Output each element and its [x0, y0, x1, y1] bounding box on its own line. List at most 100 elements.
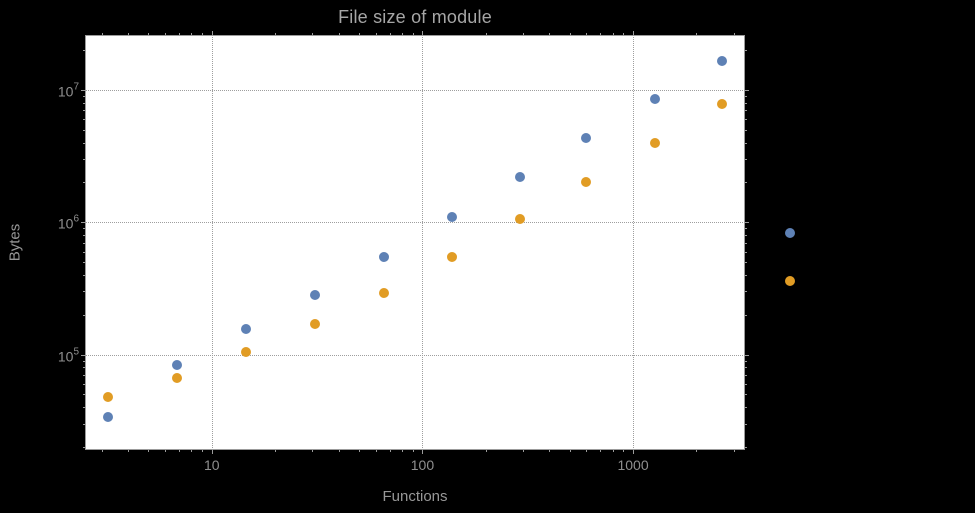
- y-tick-mark: [745, 447, 747, 449]
- chart-title: File size of module: [338, 7, 492, 27]
- y-tick-mark: [745, 142, 747, 144]
- x-tick-mark: [485, 33, 487, 35]
- x-tick-mark: [623, 450, 625, 452]
- x-tick-mark: [275, 450, 277, 452]
- x-tick-mark: [275, 33, 277, 35]
- x-tick-mark: [586, 450, 588, 452]
- x-tick-mark: [412, 33, 414, 35]
- x-gridline: [633, 35, 635, 450]
- y-tick-mark: [83, 235, 85, 237]
- y-tick-mark: [83, 394, 85, 396]
- x-tick-mark: [375, 33, 377, 35]
- y-tick-mark: [81, 354, 85, 356]
- data-point-series-1: [240, 324, 251, 335]
- x-tick-mark: [101, 450, 103, 452]
- x-tick-mark: [402, 33, 404, 35]
- x-tick-mark: [569, 450, 571, 452]
- x-tick-mark: [733, 450, 735, 452]
- x-tick-mark: [412, 450, 414, 452]
- x-tick-mark: [148, 33, 150, 35]
- y-tick-mark: [745, 50, 747, 52]
- y-tick-mark: [83, 251, 85, 253]
- x-tick-mark: [179, 450, 181, 452]
- data-point-series-2: [514, 214, 525, 225]
- y-tick-mark: [745, 314, 747, 316]
- y-tick-mark: [745, 274, 747, 276]
- data-point-series-1: [717, 56, 728, 67]
- y-tick-mark: [745, 235, 747, 237]
- x-tick-mark: [375, 450, 377, 452]
- x-tick-mark: [402, 450, 404, 452]
- data-point-series-2: [102, 391, 113, 402]
- y-tick-mark: [83, 129, 85, 131]
- x-tick-mark: [633, 31, 635, 35]
- x-tick-mark: [202, 450, 204, 452]
- x-tick-mark: [623, 33, 625, 35]
- y-tick-mark: [81, 89, 85, 91]
- y-tick-mark: [83, 242, 85, 244]
- data-point-series-1: [171, 360, 182, 371]
- y-tick-mark: [745, 102, 747, 104]
- data-point-series-1: [649, 93, 660, 104]
- x-tick-mark: [522, 450, 524, 452]
- x-tick-mark: [127, 33, 129, 35]
- x-tick-mark: [165, 33, 167, 35]
- y-tick-mark: [745, 367, 747, 369]
- x-tick-mark: [101, 33, 103, 35]
- y-tick-mark: [83, 367, 85, 369]
- x-tick-mark: [165, 450, 167, 452]
- data-point-series-2: [717, 99, 728, 110]
- data-point-series-2: [379, 288, 390, 299]
- y-tick-mark: [745, 95, 747, 97]
- y-gridline: [85, 89, 745, 91]
- y-tick-mark: [83, 95, 85, 97]
- x-tick-mark: [549, 450, 551, 452]
- y-tick-mark: [745, 242, 747, 244]
- y-tick-mark: [745, 89, 749, 91]
- x-tick-mark: [211, 31, 213, 35]
- y-tick-mark: [745, 407, 747, 409]
- x-tick-mark: [179, 33, 181, 35]
- x-tick-label: 100: [410, 457, 435, 473]
- x-tick-mark: [202, 33, 204, 35]
- y-tick-mark: [83, 314, 85, 316]
- y-tick-label: 106: [57, 213, 79, 232]
- x-tick-mark: [600, 33, 602, 35]
- y-tick-mark: [83, 182, 85, 184]
- y-tick-mark: [83, 423, 85, 425]
- y-tick-label: 105: [57, 346, 79, 364]
- y-tick-mark: [745, 383, 747, 385]
- y-tick-mark: [83, 360, 85, 362]
- x-tick-mark: [338, 450, 340, 452]
- y-tick-mark: [83, 274, 85, 276]
- y-tick-mark: [745, 110, 747, 112]
- data-point-series-2: [581, 177, 592, 188]
- x-tick-mark: [569, 33, 571, 35]
- y-tick-mark: [83, 383, 85, 385]
- y-tick-mark: [83, 142, 85, 144]
- x-tick-mark: [359, 33, 361, 35]
- x-tick-mark: [359, 450, 361, 452]
- y-tick-mark: [745, 182, 747, 184]
- x-tick-mark: [422, 31, 424, 35]
- y-tick-mark: [83, 119, 85, 121]
- y-tick-mark: [81, 222, 85, 224]
- y-tick-mark: [83, 407, 85, 409]
- y-tick-mark: [745, 354, 749, 356]
- data-point-series-1: [379, 251, 390, 262]
- y-tick-mark: [83, 262, 85, 264]
- x-tick-mark: [633, 450, 635, 454]
- x-tick-mark: [696, 450, 698, 452]
- x-tick-mark: [600, 450, 602, 452]
- y-tick-mark: [745, 228, 747, 230]
- x-axis-label: Functions: [382, 488, 448, 505]
- data-point-series-1: [446, 211, 457, 222]
- data-point-series-2: [446, 251, 457, 262]
- y-tick-mark: [745, 394, 747, 396]
- data-point-series-2: [171, 372, 182, 383]
- x-tick-mark: [127, 450, 129, 452]
- x-tick-mark: [338, 33, 340, 35]
- data-point-series-1: [784, 227, 795, 238]
- data-point-series-1: [102, 411, 113, 422]
